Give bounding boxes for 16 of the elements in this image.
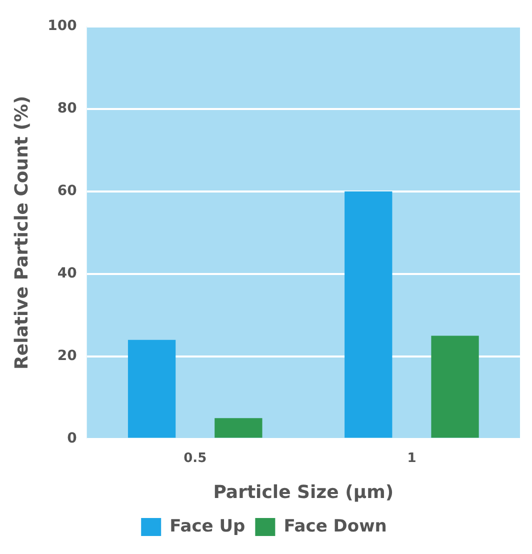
y-tick-label: 40	[57, 265, 78, 282]
bar	[214, 418, 262, 438]
x-axis-title: Particle Size (µm)	[213, 482, 394, 503]
bar	[344, 191, 392, 438]
y-tick-label: 100	[48, 18, 78, 34]
y-tick-label: 60	[57, 183, 78, 199]
bar	[431, 336, 479, 438]
x-tick-label: 1	[407, 450, 416, 466]
y-tick-label: 0	[67, 430, 78, 446]
y-axis-title: Relative Particle Count (%)	[11, 96, 32, 370]
legend-label: Face Up	[170, 516, 246, 536]
x-tick-label: 0.5	[184, 450, 207, 466]
y-tick-label: 20	[57, 348, 78, 364]
legend-label: Face Down	[284, 516, 387, 536]
y-tick-label: 80	[57, 100, 78, 117]
bar	[128, 340, 176, 438]
